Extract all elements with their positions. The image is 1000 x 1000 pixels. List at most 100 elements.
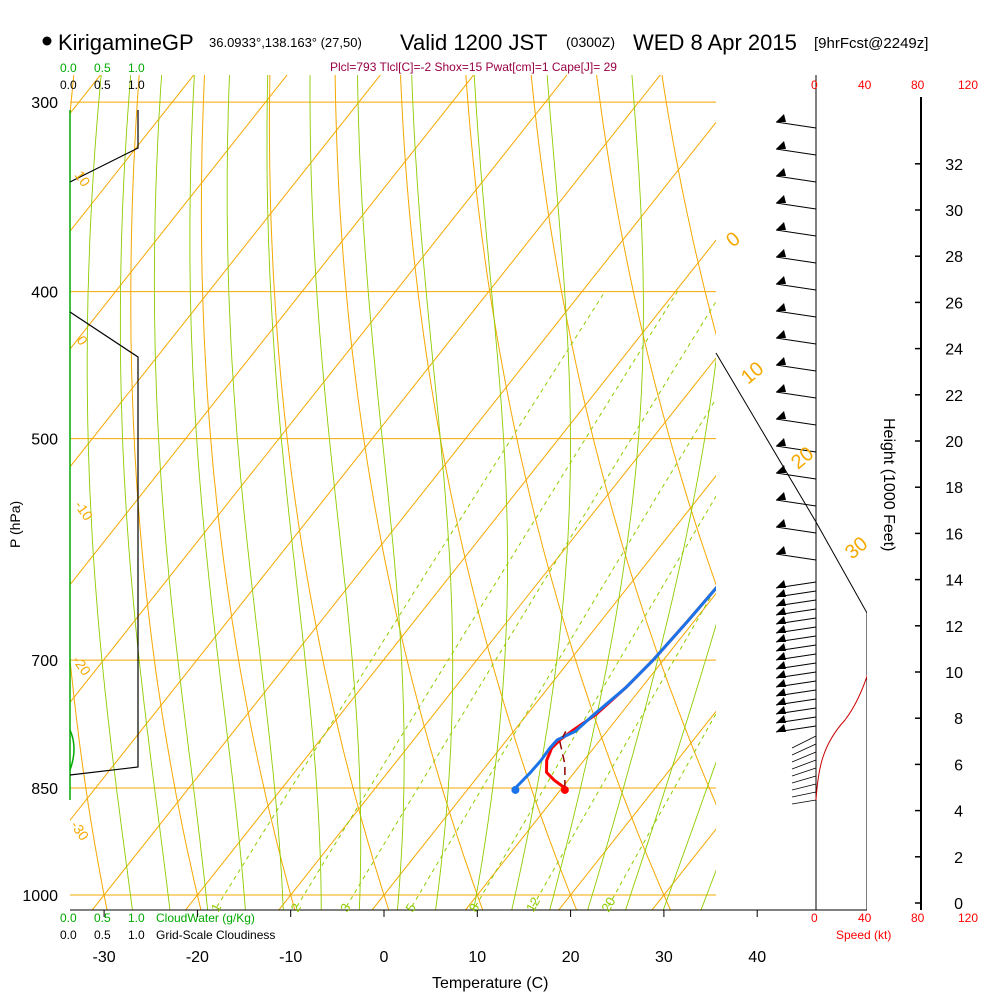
wind-barb xyxy=(775,310,817,318)
height-tick-label: 4 xyxy=(954,804,963,821)
mixing-ratio-line xyxy=(409,397,716,910)
x-tick-label: -30 xyxy=(93,949,116,966)
wind-barb xyxy=(791,751,817,763)
wind-barb xyxy=(775,229,817,237)
dry-adiabat-line xyxy=(334,75,484,910)
moist-adiabat-line xyxy=(549,75,644,910)
moist-adiabats xyxy=(86,0,1000,927)
wind-barb xyxy=(775,148,817,156)
height-tick-label: 24 xyxy=(945,342,963,359)
moist-adiabat-line xyxy=(86,75,133,910)
isotherm-label: -20 xyxy=(70,653,95,679)
pressure-axis: 2503004005007008501000 xyxy=(22,95,58,905)
isotherm-line xyxy=(371,475,716,910)
wind-barb-flag xyxy=(776,652,786,660)
wind-barb-flag xyxy=(776,607,786,615)
isotherm-line xyxy=(70,75,475,586)
surface-dewpoint-marker xyxy=(511,785,520,794)
dry-adiabat-line xyxy=(400,75,578,910)
mixing-ratio-label: 5 xyxy=(402,901,419,915)
cloud-top-tick-green: 1.0 xyxy=(128,61,145,75)
station-name: KirigamineGP xyxy=(58,30,194,55)
station-coords: 36.0933°,138.163° (27,50) xyxy=(209,35,362,50)
height-tick-label: 2 xyxy=(954,850,963,867)
x-tick-label: 30 xyxy=(655,949,673,966)
cloud-panel xyxy=(69,110,139,800)
speed-bottom-tick: 0 xyxy=(811,911,818,925)
wind-barb xyxy=(775,391,817,399)
mixing-ratio-line xyxy=(530,586,716,910)
chart-header: KirigamineGP 36.0933°,138.163° (27,50) V… xyxy=(42,30,928,74)
moist-adiabat-line xyxy=(473,75,509,910)
height-tick-label: 20 xyxy=(945,434,963,451)
wind-barb xyxy=(775,121,817,129)
cloudiness-tick: 1.0 xyxy=(128,928,145,942)
speed-bottom-tick: 40 xyxy=(858,911,872,925)
wind-barb xyxy=(775,202,817,210)
wind-barb xyxy=(775,175,817,183)
height-tick-label: 0 xyxy=(954,896,963,913)
surface-temperature-marker xyxy=(560,785,569,794)
wind-barb-flag xyxy=(776,706,786,714)
wind-barb-flag xyxy=(776,438,786,446)
wind-barb xyxy=(791,799,817,805)
speed-bottom-tick: 120 xyxy=(958,911,978,925)
wind-barb xyxy=(791,791,817,798)
speed-top-tick: 40 xyxy=(858,78,872,92)
wind-barb xyxy=(775,526,817,534)
isotherm-line xyxy=(70,75,568,704)
wind-barb xyxy=(775,256,817,264)
wind-barbs xyxy=(775,114,817,805)
wind-barb-flag xyxy=(776,670,786,678)
skewt-grid-area xyxy=(70,0,1000,927)
wind-barb xyxy=(775,337,817,345)
isotherm-line xyxy=(70,75,288,350)
cloud-bottom-ticks: 0.0 0.5 1.0 CloudWater (g/Kg) 0.0 0.5 1.… xyxy=(60,911,275,942)
cloudwater-tick: 1.0 xyxy=(128,911,145,925)
cloudiness-profile-lower xyxy=(69,311,139,776)
isotherm-labels: 0 10 20 30 10 0 -10 -20 -30 xyxy=(68,168,873,844)
isotherm-line xyxy=(918,0,1000,927)
height-tick-label: 22 xyxy=(945,388,963,405)
height-tick-label: 16 xyxy=(945,526,963,543)
speed-top-tick: 80 xyxy=(911,78,925,92)
utc-time: (0300Z) xyxy=(566,34,615,50)
isotherms xyxy=(70,0,1000,927)
isotherm-label: -30 xyxy=(68,818,93,844)
speed-top-tick: 0 xyxy=(811,78,818,92)
cloudwater-tick: 0.5 xyxy=(94,911,111,925)
forecast-info: [9hrFcst@2249z] xyxy=(814,35,928,52)
wind-barb-flag xyxy=(776,141,786,149)
wind-barb-flag xyxy=(776,643,786,651)
moist-adiabat-line xyxy=(732,0,1000,927)
wind-barb xyxy=(791,775,817,784)
isotherm-line xyxy=(184,239,716,910)
x-tick-label: 20 xyxy=(562,949,580,966)
wind-barb xyxy=(791,735,817,749)
moist-adiabat-line xyxy=(309,75,362,910)
dewpoint-profile xyxy=(514,585,716,790)
wind-barb-flag xyxy=(776,114,786,122)
mixing-ratio-label: 3 xyxy=(337,901,354,915)
wind-barb-flag xyxy=(776,330,786,338)
x-axis-title: Temperature (C) xyxy=(432,975,548,992)
isotherm-label: 10 xyxy=(737,358,768,389)
station-dot-icon xyxy=(42,36,52,46)
isotherm-line xyxy=(91,121,716,910)
height-tick-label: 6 xyxy=(954,757,963,774)
wind-barb xyxy=(775,283,817,291)
wind-barb xyxy=(775,418,817,426)
y-tick-label: 700 xyxy=(31,653,58,670)
cloud-top-ticks: 0.0 0.5 1.0 0.0 0.5 1.0 xyxy=(60,61,145,92)
wind-barb-flag xyxy=(776,724,786,732)
y-tick-label: 400 xyxy=(31,285,58,302)
cloudiness-profile xyxy=(69,110,139,183)
moist-adiabat-line xyxy=(153,75,209,910)
x-tick-label: -20 xyxy=(186,949,209,966)
x-tick-label: -10 xyxy=(279,949,302,966)
wind-barb xyxy=(791,783,817,791)
moist-adiabat-line xyxy=(511,75,571,910)
mixing-ratio-line xyxy=(472,495,716,910)
parcel-profile xyxy=(559,731,567,788)
